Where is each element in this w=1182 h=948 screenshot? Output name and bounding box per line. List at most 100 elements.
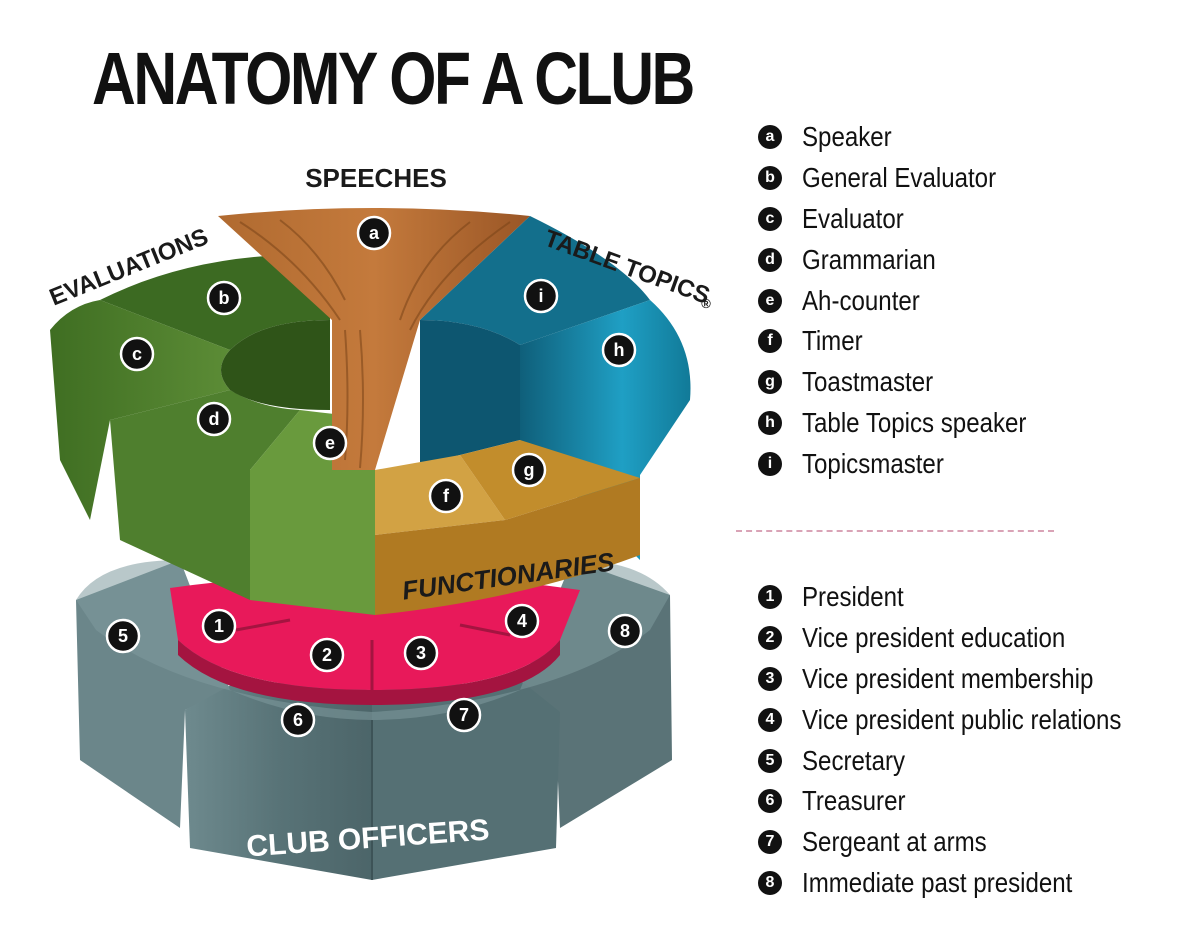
role-legend-item: g Toastmaster [758, 362, 1063, 403]
officer-divider [459, 623, 511, 637]
badge-circle [309, 637, 345, 673]
legend-key-badge: 8 [758, 870, 782, 895]
page-title: ANATOMY OF A CLUB [92, 37, 695, 120]
legend-key-badge: f [758, 329, 782, 354]
officer-legend-item: 3 Vice president membership [758, 659, 1173, 700]
diagram-badge-2: 2 [309, 637, 345, 673]
legend-key-badge: 6 [758, 789, 782, 814]
legend-divider [736, 530, 1054, 532]
diagram-badge-5: 5 [105, 618, 141, 654]
legend-key-badge: b [758, 166, 782, 191]
diagram-badge-f: f [428, 478, 464, 514]
evaluation-segment-c [50, 300, 230, 520]
legend-key-badge: 4 [758, 707, 782, 732]
badge-circle [201, 608, 237, 644]
diagram-badge-g: g [511, 452, 547, 488]
legend-label: Treasurer [802, 785, 906, 817]
table-topics-mark: ® [701, 296, 711, 311]
officer-legend-item: 2 Vice president education [758, 618, 1173, 659]
legend-key-badge: h [758, 410, 782, 435]
legend-key-badge: 3 [758, 666, 782, 691]
role-legend-item: d Grammarian [758, 239, 1063, 280]
badge-key: 3 [416, 643, 426, 663]
legend-key-badge: g [758, 370, 782, 395]
diagram-badge-4: 4 [504, 603, 540, 639]
badge-key: 2 [322, 645, 332, 665]
officer-legend-item: 5 Secretary [758, 740, 1173, 781]
badge-circle [356, 215, 392, 251]
officer-segment-7 [372, 680, 560, 880]
diagram-badge-7: 7 [446, 697, 482, 733]
legend-label: Toastmaster [802, 366, 934, 398]
evaluation-segment-d [110, 390, 300, 600]
diagram-badge-h: h [601, 332, 637, 368]
speeches-label: SPEECHES [305, 163, 447, 193]
officer-legend-item: 8 Immediate past president [758, 863, 1173, 904]
legend-label: Vice president membership [802, 662, 1094, 694]
functionary-segment-g [460, 440, 640, 520]
badge-circle [511, 452, 547, 488]
role-legend-item: a Speaker [758, 117, 1063, 158]
badge-key: b [219, 288, 230, 308]
role-legend-item: e Ah-counter [758, 280, 1063, 321]
role-legend-item: c Evaluator [758, 199, 1063, 240]
badge-circle [312, 425, 348, 461]
badge-circle [446, 697, 482, 733]
badge-key: a [369, 223, 380, 243]
badge-circle [601, 332, 637, 368]
diagram-badge-d: d [196, 401, 232, 437]
badge-key: 6 [293, 710, 303, 730]
diagram-badge-1: 1 [201, 608, 237, 644]
officer-legend-item: 6 Treasurer [758, 781, 1173, 822]
diagram-badge-e: e [312, 425, 348, 461]
diagram-badge-c: c [119, 336, 155, 372]
badge-circle [428, 478, 464, 514]
diagram-badge-8: 8 [607, 613, 643, 649]
badge-key: f [443, 486, 450, 506]
diagram-badges: a b c d e f g h i 1 2 3 4 5 6 7 8 [105, 215, 643, 738]
diagram-badge-b: b [206, 280, 242, 316]
legend-key-badge: 5 [758, 748, 782, 773]
legend-label: Evaluator [802, 202, 904, 234]
officer-inner-ring [170, 574, 580, 690]
evaluation-inner-wall [221, 320, 330, 410]
officer-legend-item: 4 Vice president public relations [758, 699, 1173, 740]
legend-label: General Evaluator [802, 162, 997, 194]
legend-label: Timer [802, 325, 863, 357]
functionary-wall [375, 478, 640, 615]
officer-inner-ring-wall [178, 640, 560, 705]
table-topics-segment-h [520, 300, 691, 560]
badge-key: 1 [214, 616, 224, 636]
badge-circle [607, 613, 643, 649]
evaluations-ring [50, 254, 375, 615]
role-legend-item: b General Evaluator [758, 158, 1063, 199]
legend-label: Vice president education [802, 622, 1066, 654]
legend-key-badge: 7 [758, 830, 782, 855]
badge-circle [280, 702, 316, 738]
role-legend-item: h Table Topics speaker [758, 403, 1063, 444]
badge-circle [105, 618, 141, 654]
role-legend: a Speaker b General Evaluator c Evaluator d Gra… [758, 117, 1063, 484]
badge-key: 7 [459, 705, 469, 725]
badge-circle [523, 278, 559, 314]
diagram-badge-3: 3 [403, 635, 439, 671]
badge-key: c [132, 344, 142, 364]
legend-key-badge: 2 [758, 626, 782, 651]
legend-label: Topicsmaster [802, 447, 944, 479]
badge-key: e [325, 433, 335, 453]
legend-key-badge: a [758, 125, 782, 150]
badge-key: 8 [620, 621, 630, 641]
table-topics-inner-wall [420, 320, 520, 465]
badge-circle [206, 280, 242, 316]
role-legend-item: f Timer [758, 321, 1063, 362]
legend-key-badge: d [758, 247, 782, 272]
badge-key: 5 [118, 626, 128, 646]
badge-circle [504, 603, 540, 639]
badge-key: h [614, 340, 625, 360]
officer-divider [235, 618, 291, 632]
legend-key-badge: i [758, 451, 782, 476]
legend-label: Ah-counter [802, 284, 920, 316]
legend-label: Secretary [802, 744, 906, 776]
badge-circle [119, 336, 155, 372]
legend-label: Grammarian [802, 243, 936, 275]
